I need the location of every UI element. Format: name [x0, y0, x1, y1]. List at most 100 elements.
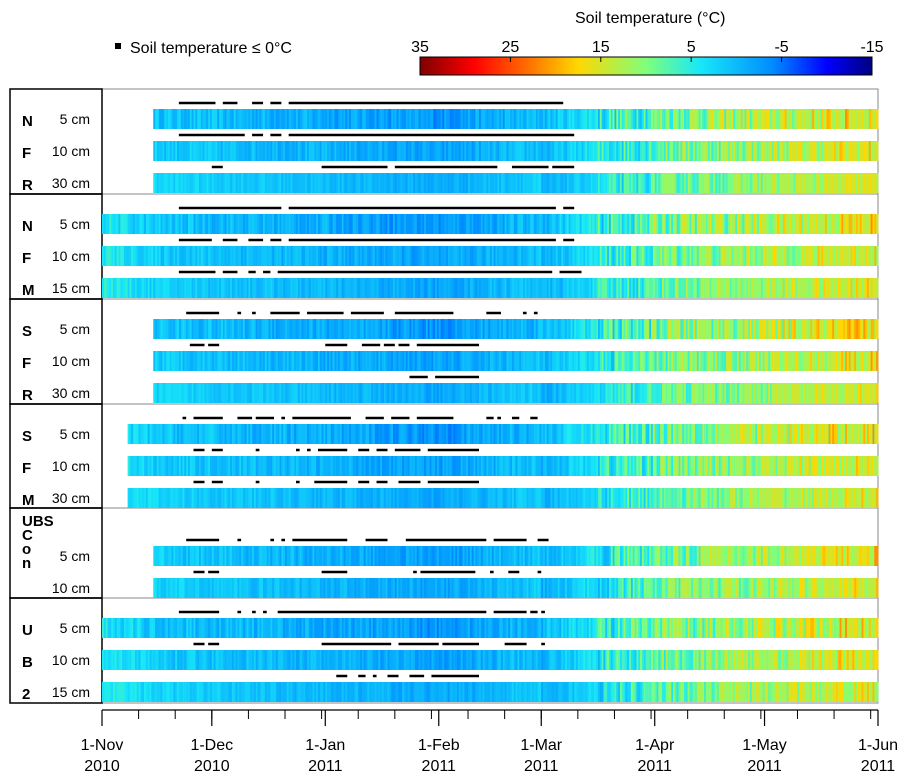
- heatmap-cell: [638, 351, 641, 371]
- heatmap-cell: [619, 109, 623, 129]
- heatmap-cell: [367, 109, 370, 129]
- heatmap-cell: [870, 456, 873, 476]
- heatmap-cell: [812, 351, 815, 371]
- heatmap-cell: [583, 173, 586, 193]
- heatmap-cell: [177, 456, 180, 476]
- heatmap-cell: [654, 351, 657, 371]
- heatmap-cell: [793, 351, 797, 371]
- heatmap-cell: [759, 319, 762, 339]
- heatmap-cell: [255, 351, 258, 371]
- heatmap-cell: [500, 141, 504, 161]
- heatmap-cell: [579, 424, 582, 444]
- heatmap-cell: [482, 173, 485, 193]
- heatmap-cell: [345, 383, 348, 403]
- heatmap-cell: [790, 246, 793, 266]
- heatmap-cell: [619, 424, 623, 444]
- heatmap-cell: [177, 424, 180, 444]
- heatmap-cell: [607, 109, 610, 129]
- heatmap-cell: [209, 173, 213, 193]
- heatmap-cell: [283, 351, 286, 371]
- heatmap-cell: [541, 109, 544, 129]
- heatmap-cell: [548, 141, 551, 161]
- heatmap-cell: [718, 456, 722, 476]
- heatmap-cell: [491, 488, 495, 508]
- heatmap-cell: [543, 141, 546, 161]
- heatmap-cell: [519, 351, 522, 371]
- heatmap-cell: [272, 141, 275, 161]
- heatmap-cell: [559, 278, 562, 298]
- heatmap-cell: [385, 214, 388, 234]
- heatmap-cell: [138, 246, 141, 266]
- heatmap-cell: [576, 141, 579, 161]
- heatmap-cell: [250, 456, 253, 476]
- heatmap-cell: [208, 351, 211, 371]
- heatmap-cell: [457, 488, 460, 508]
- heatmap-cell: [436, 351, 440, 371]
- heatmap-cell: [781, 424, 784, 444]
- heatmap-cell: [656, 456, 659, 476]
- heatmap-cell: [808, 351, 811, 371]
- heatmap-cell: [764, 488, 767, 508]
- heatmap-cell: [255, 424, 258, 444]
- heatmap-cell: [491, 351, 495, 371]
- heatmap-cell: [722, 424, 725, 444]
- heatmap-cell: [557, 456, 560, 476]
- heatmap-cell: [457, 383, 460, 403]
- heatmap-cell: [715, 173, 718, 193]
- heatmap-cell: [566, 109, 570, 129]
- heatmap-cell: [592, 214, 595, 234]
- heatmap-cell: [535, 173, 538, 193]
- heatmap-cell: [382, 214, 385, 234]
- heatmap-cell: [387, 278, 390, 298]
- heatmap-cell: [669, 383, 672, 403]
- heatmap-cell: [603, 246, 606, 266]
- heatmap-cell: [724, 109, 727, 129]
- heatmap-cell: [594, 173, 597, 193]
- heatmap-cell: [791, 173, 795, 193]
- heatmap-cell: [634, 246, 637, 266]
- heatmap-cell: [528, 424, 531, 444]
- heatmap-cell: [319, 109, 323, 129]
- heatmap-cell: [841, 214, 844, 234]
- heatmap-cell: [770, 173, 773, 193]
- heatmap-cell: [746, 246, 749, 266]
- heatmap-cell: [616, 109, 619, 129]
- heatmap-cell: [237, 383, 240, 403]
- heatmap-cell: [801, 214, 804, 234]
- heatmap-cell: [839, 141, 842, 161]
- heatmap-cell: [279, 351, 282, 371]
- heatmap-cell: [462, 214, 465, 234]
- heatmap-cell: [513, 109, 517, 129]
- heatmap-cell: [813, 141, 817, 161]
- heatmap-cell: [184, 278, 187, 298]
- heatmap-cell: [680, 109, 683, 129]
- heatmap-cell: [206, 278, 209, 298]
- heatmap-cell: [846, 141, 850, 161]
- heatmap-cell: [804, 383, 808, 403]
- heatmap-cell: [296, 424, 299, 444]
- heatmap-cell: [288, 246, 291, 266]
- heatmap-cell: [554, 214, 557, 234]
- heatmap-cell: [197, 456, 200, 476]
- heatmap-cell: [753, 278, 756, 298]
- heatmap-cell: [813, 278, 817, 298]
- heatmap-cell: [314, 383, 317, 403]
- heatmap-cell: [640, 383, 643, 403]
- heatmap-cell: [365, 214, 368, 234]
- heatmap-cell: [852, 109, 855, 129]
- heatmap-cell: [246, 383, 249, 403]
- heatmap-cell: [473, 173, 476, 193]
- heatmap-cell: [603, 141, 606, 161]
- heatmap-cell: [533, 488, 537, 508]
- heatmap-cell: [643, 141, 646, 161]
- heatmap-cell: [277, 456, 280, 476]
- heatmap-cell: [616, 383, 619, 403]
- heatmap-cell: [766, 141, 769, 161]
- heatmap-cell: [837, 488, 840, 508]
- heatmap-cell: [685, 141, 689, 161]
- heatmap-cell: [255, 214, 258, 234]
- heatmap-cell: [537, 214, 540, 234]
- heatmap-cell: [347, 141, 350, 161]
- heatmap-cell: [608, 351, 612, 371]
- heatmap-cell: [479, 351, 482, 371]
